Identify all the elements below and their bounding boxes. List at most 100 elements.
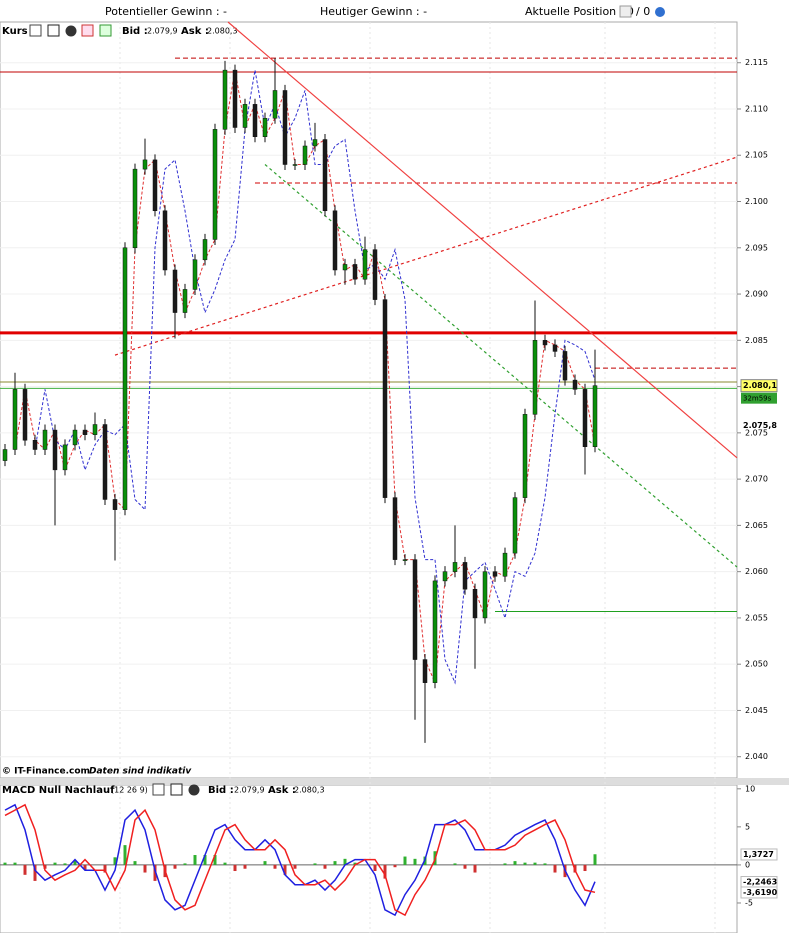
position-total: / 0 <box>636 5 650 18</box>
histogram-bar <box>313 863 317 865</box>
histogram-bar <box>13 862 17 865</box>
histogram-bar <box>73 860 77 865</box>
candle-body <box>592 385 598 447</box>
daily-gain: Heutiger Gewinn : - <box>320 5 427 18</box>
candle-body <box>72 429 78 446</box>
y-tick-label: 2.060 <box>745 567 768 576</box>
histogram-bar <box>103 864 107 873</box>
histogram-bar <box>83 864 87 870</box>
settings-icon[interactable] <box>655 7 665 17</box>
macd-title: MACD Null Nachlauf <box>2 785 115 796</box>
candle-body <box>442 571 448 582</box>
trend-line <box>114 156 738 356</box>
trend-line <box>264 164 738 568</box>
y-tick-label: 2.105 <box>745 151 768 160</box>
histogram-bar <box>583 864 587 872</box>
candle-body <box>482 571 488 619</box>
candle-body <box>162 210 168 271</box>
vertical-grid <box>119 22 716 933</box>
candle-body <box>492 571 498 577</box>
candle-body <box>102 424 108 500</box>
y-tick-label: 2.050 <box>745 660 768 669</box>
histogram-bar <box>523 862 527 865</box>
y-tick-label: 2.095 <box>745 243 768 252</box>
bid-label: Bid : <box>122 26 148 37</box>
histogram-bar <box>383 864 387 879</box>
histogram-bar <box>143 864 147 873</box>
candle-body <box>472 588 478 619</box>
y-tick-label: 2.110 <box>745 104 768 113</box>
histogram-bar <box>3 862 7 865</box>
candle-body <box>552 344 558 352</box>
y-tick-label: 2.100 <box>745 197 768 206</box>
chart-title: Kurs <box>2 26 28 37</box>
macd-ask-label: Ask : <box>268 785 296 796</box>
candle-body <box>272 90 278 119</box>
ask-label: Ask : <box>181 26 209 37</box>
position: Aktuelle Position : 0 <box>525 5 634 18</box>
histogram-bar <box>173 864 177 869</box>
macd-toolbar-icons[interactable] <box>152 783 200 796</box>
candle-body <box>302 145 308 165</box>
histogram-bar <box>193 855 197 865</box>
candle-body <box>372 249 378 300</box>
candle-body <box>422 659 428 683</box>
toolbar-icons[interactable] <box>29 24 112 37</box>
histogram-bar <box>353 862 357 865</box>
y-tick-label: 2.040 <box>745 752 768 761</box>
histogram-bar <box>23 864 27 875</box>
value-label: 1,3727 <box>743 850 774 859</box>
histogram-bar <box>183 863 187 865</box>
macd-ask-value: 2.080,3 <box>294 786 325 795</box>
position-icon[interactable] <box>619 5 632 18</box>
candle-body <box>402 559 408 561</box>
histogram-bar <box>133 861 137 865</box>
histogram-bar <box>503 863 507 865</box>
candle-body <box>202 239 208 261</box>
trend-line <box>227 21 738 459</box>
histogram-bar <box>203 855 207 865</box>
candle-body <box>182 289 188 313</box>
candle-body <box>322 139 328 212</box>
histogram-bar <box>263 861 267 865</box>
candle-body <box>152 159 158 212</box>
candle-body <box>392 497 398 560</box>
macd-bid-label: Bid : <box>208 785 234 796</box>
splitter <box>0 778 789 785</box>
histogram-bar <box>373 864 377 872</box>
histogram-bar <box>403 856 407 865</box>
y-tick-label: 2.070 <box>745 475 768 484</box>
candle-body <box>412 559 418 660</box>
candle-body <box>352 264 358 280</box>
candle-body <box>122 247 128 510</box>
y-tick-label: 2.045 <box>745 706 768 715</box>
macd-bid-value: 2.079,9 <box>234 786 265 795</box>
y-tick-label: 2.065 <box>745 521 768 530</box>
candle-body <box>502 552 508 577</box>
candle-body <box>532 340 538 415</box>
histogram-bar <box>533 862 537 865</box>
candle-body <box>252 104 258 137</box>
y-tick-label: 2.085 <box>745 336 768 345</box>
histogram-bar <box>343 858 347 865</box>
candle-body <box>212 129 218 240</box>
candle-body <box>342 264 348 271</box>
candle-body <box>232 69 238 128</box>
candle-body <box>22 389 28 441</box>
candle-body <box>32 440 38 450</box>
candle-body <box>62 444 68 471</box>
candle-body <box>92 424 98 435</box>
histogram-bar <box>453 863 457 865</box>
candle-body <box>192 259 198 290</box>
histogram-bar <box>283 864 287 875</box>
candle-body <box>112 499 118 510</box>
value-label: -2,2463 <box>743 878 777 887</box>
histogram-bar <box>463 864 467 869</box>
y-tick-label: 2.075 <box>745 428 768 437</box>
histogram-bar <box>593 854 597 865</box>
y-tick-label: 10 <box>745 784 755 793</box>
candle-body <box>462 562 468 590</box>
candle-body <box>542 340 548 346</box>
candle-body <box>242 104 248 128</box>
macd-line <box>4 803 596 917</box>
